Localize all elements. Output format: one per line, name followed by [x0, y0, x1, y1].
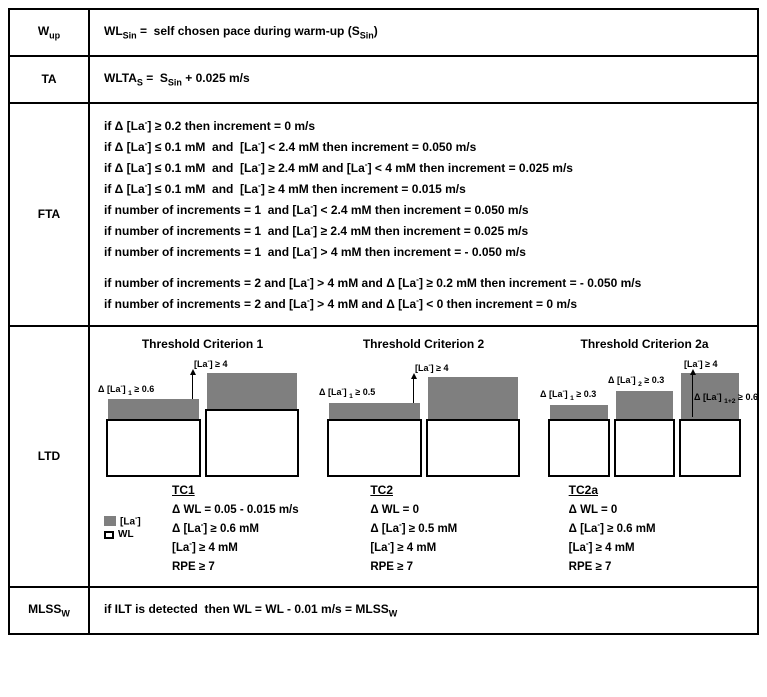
- legend: [La-] WL: [104, 513, 156, 542]
- bar-annotation: [La-] ≥ 4: [415, 362, 449, 373]
- tc-label: TC2a: [569, 483, 743, 497]
- fta-rule: if number of increments = 1 and [La-] ≥ …: [104, 221, 743, 240]
- label-mlss: MLSSW: [10, 588, 90, 633]
- swatch-la: [104, 516, 116, 526]
- tc-line: [La-] ≥ 4 mM: [569, 538, 743, 557]
- fta-rule: if number of increments = 2 and [La-] > …: [104, 294, 743, 313]
- label-ltd: LTD: [10, 327, 90, 586]
- threshold-criterion: Threshold Criterion 1Δ [La-] 1 ≥ 0.6[La-…: [104, 337, 301, 477]
- tc-label: TC1: [172, 483, 346, 497]
- fta-rule: if Δ [La-] ≤ 0.1 mM and [La-] < 2.4 mM t…: [104, 137, 743, 156]
- fta-rule: if number of increments = 1 and [La-] < …: [104, 200, 743, 219]
- criterion-title: Threshold Criterion 1: [104, 337, 301, 351]
- bar-annotation: Δ [La-] 1 ≥ 0.5: [319, 386, 375, 400]
- tc-line: [La-] ≥ 4 mM: [370, 538, 544, 557]
- label-ta: TA: [10, 57, 90, 102]
- content-ta: WLTAS = SSin + 0.025 m/s: [90, 57, 757, 102]
- arrow-icon: [413, 377, 414, 403]
- fta-rule: if Δ [La-] ≤ 0.1 mM and [La-] ≥ 2.4 mM a…: [104, 158, 743, 177]
- content-ltd: Threshold Criterion 1 Δ [La-] 1 ≥ 0.6 [La-…: [90, 327, 757, 586]
- bar-annotation: [La-] ≥ 4: [194, 358, 228, 369]
- swatch-wl: [104, 531, 114, 539]
- threshold-criterion: Threshold Criterion 2aΔ [La-] 1 ≥ 0.3Δ […: [546, 337, 743, 477]
- content-wup: WLSin = self chosen pace during warm-up …: [90, 10, 757, 55]
- arrow-icon: [692, 373, 693, 417]
- row-fta: FTA if Δ [La-] ≥ 0.2 then increment = 0 …: [10, 104, 757, 327]
- fta-rule: if Δ [La-] ≥ 0.2 then increment = 0 m/s: [104, 116, 743, 135]
- tc-column: TC2 Δ WL = 0Δ [La-] ≥ 0.5 mM[La-] ≥ 4 mMR…: [370, 483, 544, 576]
- tc-line: RPE ≥ 7: [370, 558, 544, 576]
- bar-annotation: Δ [La-] 1 ≥ 0.6: [98, 383, 154, 397]
- row-ltd: LTD Threshold Criterion 1 Δ [La-] 1 ≥ 0.6…: [10, 327, 757, 588]
- bar-annotation: Δ [La-] 1 ≥ 0.3: [540, 388, 596, 402]
- wl-box: [426, 419, 521, 477]
- row-ta: TA WLTAS = SSin + 0.025 m/s: [10, 57, 757, 104]
- tc-column: TC2a Δ WL = 0Δ [La-] ≥ 0.6 mM[La-] ≥ 4 mM…: [569, 483, 743, 576]
- fta-rule: if number of increments = 2 and [La-] > …: [104, 273, 743, 292]
- tc-line: Δ [La-] ≥ 0.5 mM: [370, 519, 544, 538]
- content-fta: if Δ [La-] ≥ 0.2 then increment = 0 m/s i…: [90, 104, 757, 325]
- wl-box: [106, 419, 201, 477]
- fta-rule: if number of increments = 1 and [La-] > …: [104, 242, 743, 261]
- arrow-icon: [192, 373, 193, 399]
- wl-box: [679, 419, 741, 477]
- row-mlss: MLSSW if ILT is detected then WL = WL - …: [10, 588, 757, 633]
- tc-label: TC2: [370, 483, 544, 497]
- tc-line: [La-] ≥ 4 mM: [172, 538, 346, 557]
- tc-line: Δ [La-] ≥ 0.6 mM: [569, 519, 743, 538]
- tc-line: Δ WL = 0: [569, 501, 743, 519]
- bar-annotation: Δ [La-] 1+2 ≥ 0.6: [694, 391, 758, 405]
- criterion-title: Threshold Criterion 2a: [546, 337, 743, 351]
- tc-column: TC1 Δ WL = 0.05 - 0.015 m/sΔ [La-] ≥ 0.6 …: [172, 483, 346, 576]
- tc-line: Δ WL = 0: [370, 501, 544, 519]
- content-mlss: if ILT is detected then WL = WL - 0.01 m…: [90, 588, 757, 633]
- tc-line: RPE ≥ 7: [569, 558, 743, 576]
- label-fta: FTA: [10, 104, 90, 325]
- bar-annotation: [La-] ≥ 4: [684, 358, 718, 369]
- threshold-criterion: Threshold Criterion 2Δ [La-] 1 ≥ 0.5[La-…: [325, 337, 522, 477]
- row-wup: Wup WLSin = self chosen pace during warm…: [10, 10, 757, 57]
- wl-box: [614, 419, 676, 477]
- criterion-title: Threshold Criterion 2: [325, 337, 522, 351]
- tc-line: RPE ≥ 7: [172, 558, 346, 576]
- tc-line: Δ [La-] ≥ 0.6 mM: [172, 519, 346, 538]
- fta-rule: if Δ [La-] ≤ 0.1 mM and [La-] ≥ 4 mM the…: [104, 179, 743, 198]
- label-wup: Wup: [10, 10, 90, 55]
- bar-annotation: Δ [La-] 2 ≥ 0.3: [608, 374, 664, 388]
- wl-box: [205, 409, 300, 477]
- wl-box: [548, 419, 610, 477]
- wl-box: [327, 419, 422, 477]
- tc-line: Δ WL = 0.05 - 0.015 m/s: [172, 501, 346, 519]
- protocol-table: Wup WLSin = self chosen pace during warm…: [8, 8, 759, 635]
